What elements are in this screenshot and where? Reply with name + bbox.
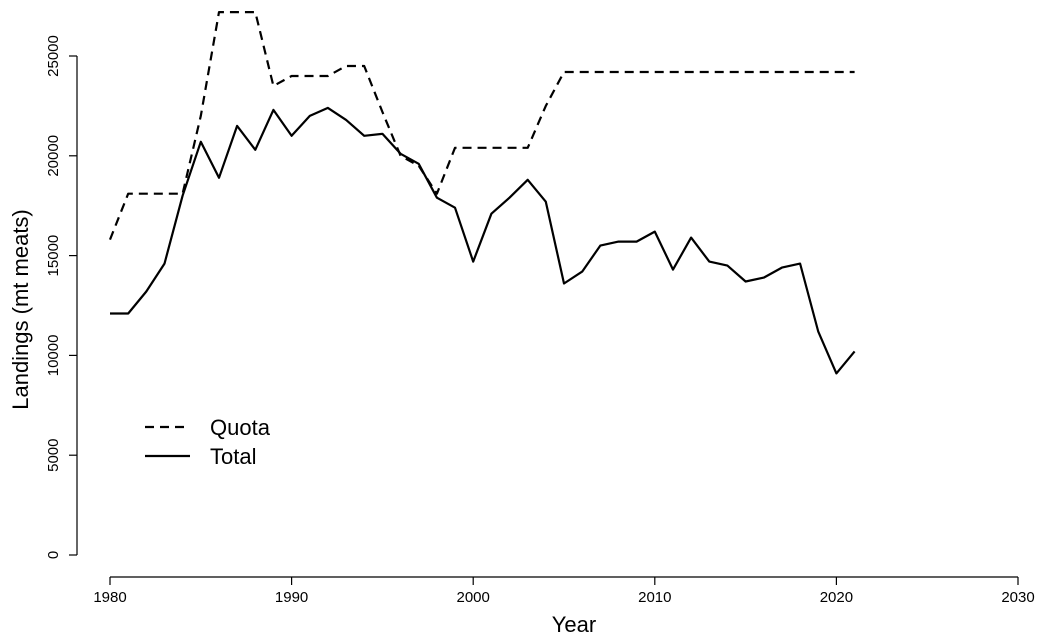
x-tick-label: 1980 (93, 589, 126, 606)
y-tick-label: 10000 (45, 335, 62, 377)
legend-label-quota: Quota (210, 415, 271, 440)
y-axis: 0 5000 10000 15000 20000 25000 (45, 35, 78, 559)
y-tick-label: 25000 (45, 35, 62, 77)
series-layer (108, 11, 856, 375)
y-tick-label: 5000 (45, 439, 62, 472)
x-tick-label: 1990 (275, 589, 308, 606)
legend: Quota Total (145, 415, 271, 469)
series-line-quota (108, 11, 855, 241)
y-tick-label: 15000 (45, 235, 62, 277)
y-axis-title: Landings (mt meats) (8, 209, 33, 410)
x-tick-label: 2010 (638, 589, 671, 606)
x-axis-title: Year (552, 612, 596, 637)
x-tick-label: 2020 (820, 589, 853, 606)
legend-label-total: Total (210, 444, 256, 469)
x-axis: 1980 1990 2000 2010 2020 2030 (93, 576, 1035, 606)
series-line-total (110, 106, 856, 375)
x-tick-label: 2030 (1001, 589, 1034, 606)
y-tick-label: 0 (45, 551, 62, 559)
x-tick-label: 2000 (457, 589, 490, 606)
y-tick-label: 20000 (45, 135, 62, 177)
